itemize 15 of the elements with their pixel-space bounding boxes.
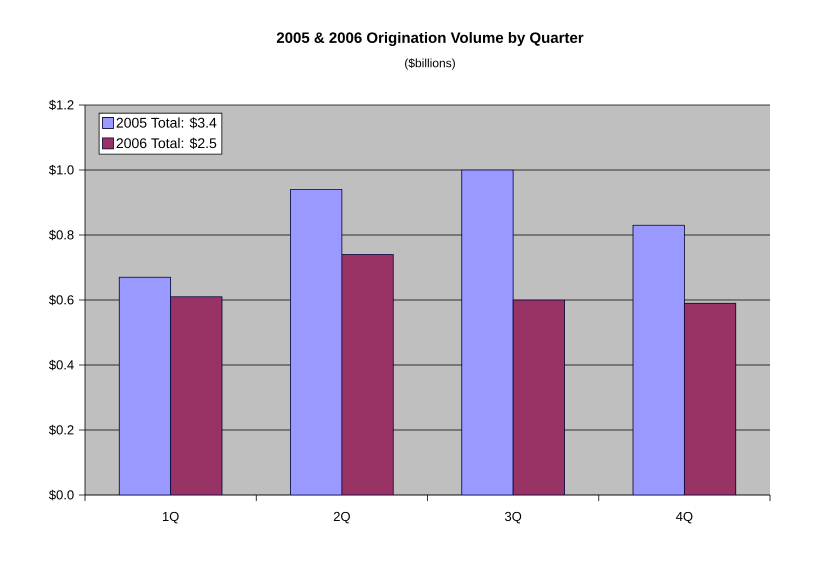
chart-title: 2005 & 2006 Origination Volume by Quarter	[276, 32, 584, 46]
chart-subtitle: ($billions)	[405, 58, 455, 70]
y-tick-label: $0.6	[48, 294, 74, 306]
y-tick-label: $0.0	[48, 490, 74, 500]
x-tick-label: 3Q	[504, 512, 522, 524]
x-tick-label: 1Q	[162, 512, 179, 524]
y-tick-label: $0.4	[48, 360, 74, 370]
y-tick-label: $1.2	[48, 100, 74, 110]
y-tick-label: $0.2	[48, 424, 74, 436]
y-tick-label: $0.8	[48, 230, 74, 240]
x-tick-label: 2Q	[334, 512, 350, 524]
legend-label: 2006 Total: $2.5	[116, 138, 216, 149]
y-tick-label: $1.0	[48, 164, 74, 176]
x-tick-label: 4Q	[676, 512, 692, 524]
legend-label: 2005 Total: $3.4	[116, 117, 216, 129]
